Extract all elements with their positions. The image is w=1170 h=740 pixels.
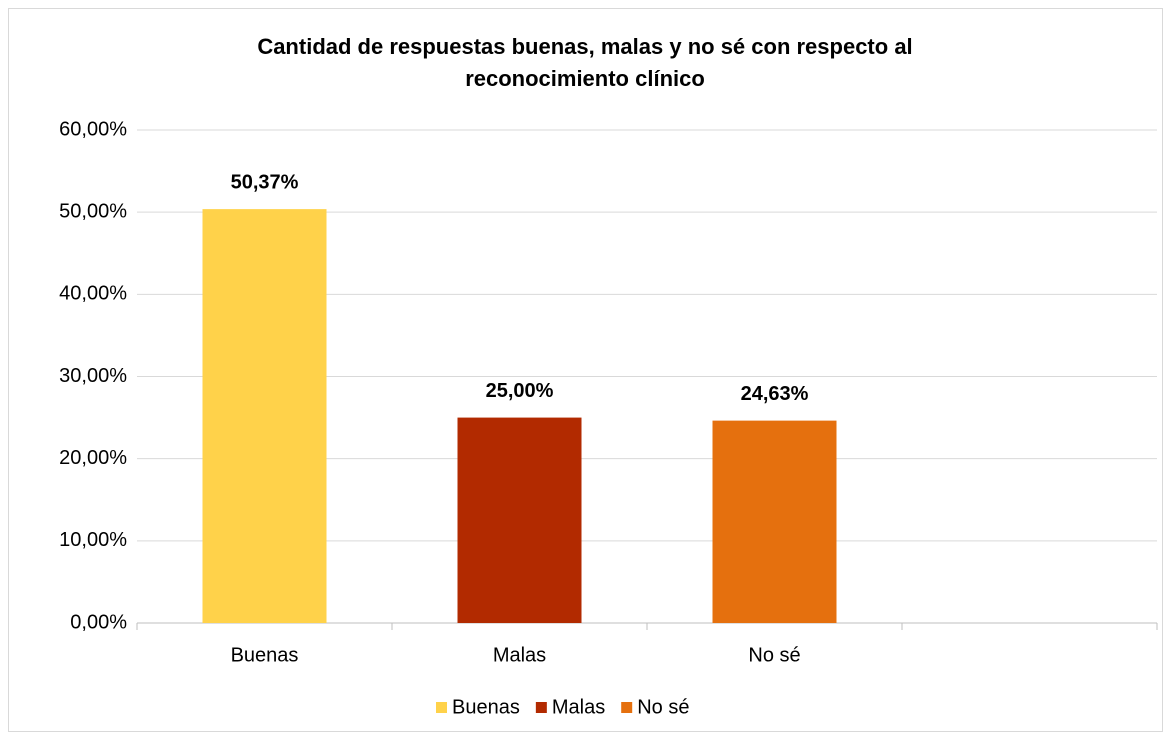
bar bbox=[202, 209, 327, 623]
legend-swatch bbox=[535, 702, 547, 713]
x-tick-label: Buenas bbox=[231, 644, 299, 666]
data-label: 24,63% bbox=[741, 383, 809, 405]
legend-label: No sé bbox=[637, 696, 689, 718]
y-tick-label: 30,00% bbox=[59, 365, 127, 387]
data-label: 25,00% bbox=[486, 380, 554, 402]
legend-label: Buenas bbox=[452, 696, 520, 718]
y-tick-label: 40,00% bbox=[59, 283, 127, 305]
chart-title: reconocimiento clínico bbox=[465, 66, 705, 91]
y-tick-label: 50,00% bbox=[59, 200, 127, 222]
chart-frame bbox=[8, 8, 1163, 732]
y-tick-label: 10,00% bbox=[59, 529, 127, 551]
legend-label: Malas bbox=[552, 696, 605, 718]
data-label: 50,37% bbox=[231, 171, 299, 193]
legend-swatch bbox=[436, 702, 447, 713]
legend-swatch bbox=[621, 702, 633, 713]
y-tick-label: 0,00% bbox=[70, 611, 127, 633]
chart-title: Cantidad de respuestas buenas, malas y n… bbox=[257, 34, 912, 59]
y-tick-label: 20,00% bbox=[59, 447, 127, 469]
bar bbox=[712, 420, 837, 623]
y-tick-label: 60,00% bbox=[59, 118, 127, 140]
bar bbox=[457, 417, 582, 623]
x-tick-label: No sé bbox=[748, 644, 800, 666]
x-tick-label: Malas bbox=[493, 644, 546, 666]
